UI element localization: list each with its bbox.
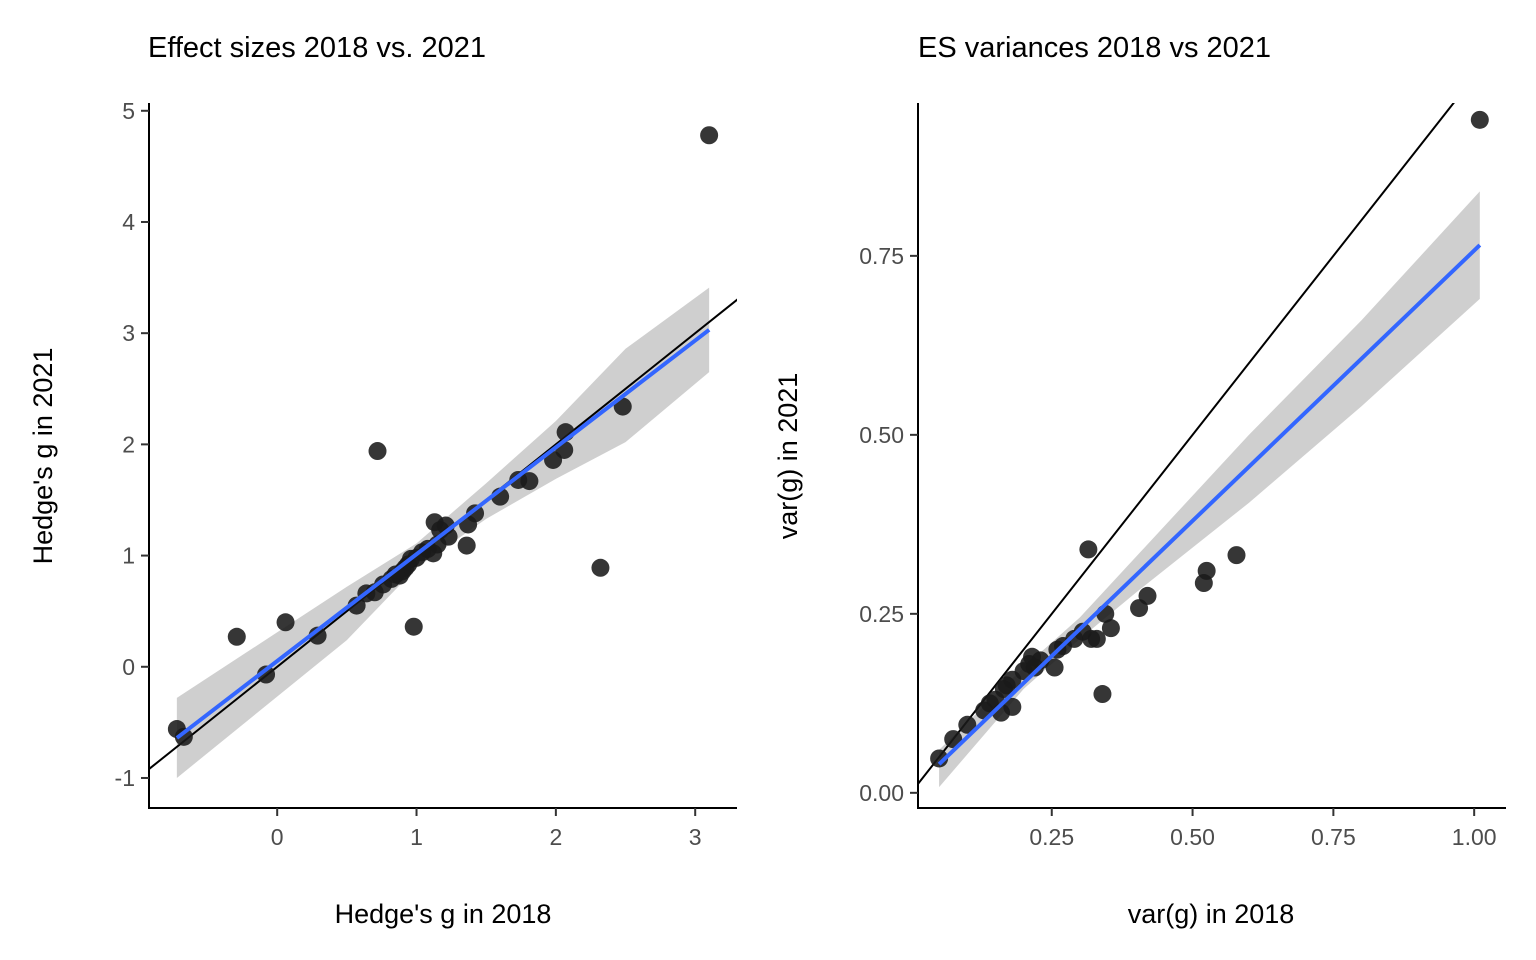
data-point <box>1079 540 1098 559</box>
x-axis-label: var(g) in 2018 <box>1128 899 1295 929</box>
data-point <box>1227 546 1246 565</box>
data-point <box>1101 619 1120 638</box>
identity-line <box>918 103 1455 786</box>
y-tick-label: 5 <box>122 98 135 124</box>
y-tick-label: 0.75 <box>859 243 904 269</box>
chart-title: ES variances 2018 vs 2021 <box>918 32 1271 64</box>
x-tick-label: 0.25 <box>1029 824 1074 850</box>
y-axis-label: var(g) in 2021 <box>773 373 803 540</box>
plot-area <box>149 126 737 778</box>
identity-line <box>149 298 737 771</box>
x-ticks: 0 1 2 3 <box>271 808 702 850</box>
y-axis-label: Hedge's g in 2021 <box>28 348 58 565</box>
regression-line <box>175 328 711 740</box>
y-tick-label: 1 <box>122 543 135 569</box>
x-tick-label: 2 <box>549 824 562 850</box>
y-ticks: -1 0 1 2 3 4 5 <box>115 98 149 791</box>
y-ticks: 0.00 0.25 0.50 0.75 <box>859 243 918 806</box>
x-ticks: 0.25 0.50 0.75 1.00 <box>1029 808 1497 850</box>
x-tick-label: 1 <box>410 824 423 850</box>
y-tick-label: -1 <box>115 765 135 791</box>
panel-es-variances: ES variances 2018 vs 2021 0.25 0.50 0.75 1.… <box>773 32 1506 929</box>
x-tick-label: 1.00 <box>1452 824 1497 850</box>
data-point <box>958 715 977 734</box>
x-tick-label: 3 <box>689 824 702 850</box>
data-point <box>520 472 539 491</box>
plot-layers <box>918 103 1489 788</box>
data-point <box>613 397 632 416</box>
data-point <box>368 442 387 461</box>
x-axis-label: Hedge's g in 2018 <box>335 899 552 929</box>
data-point <box>1087 629 1106 648</box>
y-tick-label: 0 <box>122 654 135 680</box>
data-point <box>174 727 193 746</box>
plot-layers <box>149 126 737 778</box>
data-point <box>257 665 276 684</box>
data-point <box>1003 697 1022 716</box>
data-point <box>227 627 246 646</box>
x-tick-label: 0 <box>271 824 284 850</box>
data-point <box>404 617 423 636</box>
y-tick-label: 3 <box>122 320 135 346</box>
data-point <box>1197 561 1216 580</box>
data-point <box>930 749 949 768</box>
y-tick-label: 0.50 <box>859 422 904 448</box>
panel-effect-sizes: Effect sizes 2018 vs. 2021 0 1 2 3 -1 0 1 2 3 4 5… <box>28 32 737 929</box>
chart-title: Effect sizes 2018 vs. 2021 <box>148 32 486 64</box>
data-point <box>1093 685 1112 704</box>
y-tick-label: 0.25 <box>859 601 904 627</box>
x-tick-label: 0.75 <box>1311 824 1356 850</box>
data-point <box>1045 658 1064 677</box>
data-point <box>276 613 295 632</box>
data-point <box>591 558 610 577</box>
y-tick-label: 2 <box>122 431 135 457</box>
data-point <box>457 536 476 555</box>
x-tick-label: 0.50 <box>1170 824 1215 850</box>
data-point <box>466 504 485 523</box>
data-point <box>1470 110 1489 129</box>
plot-area <box>918 103 1489 788</box>
confidence-band <box>939 191 1480 788</box>
y-tick-label: 0.00 <box>859 780 904 806</box>
data-point <box>700 126 719 145</box>
y-tick-label: 4 <box>122 209 135 235</box>
regression-line <box>937 243 1482 766</box>
data-point <box>1138 586 1157 605</box>
